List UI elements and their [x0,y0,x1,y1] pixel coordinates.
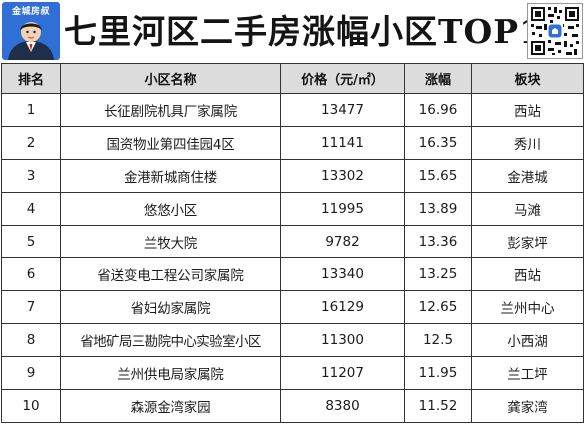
brand-logo: 金城房叔 [2,2,60,60]
table-row: 9 兰州供电局家属院 11207 11.95 兰工坪 [1,356,584,391]
rank-cell: 1 [1,93,61,127]
community-name-cell: 长征剧院机具厂家属院 [60,93,281,127]
rank-cell: 2 [1,125,61,160]
community-name-cell: 悠悠小区 [60,191,281,226]
column-header-growth: 涨幅 [404,63,472,94]
growth-cell: 11.52 [404,389,472,423]
rank-cell: 4 [1,191,61,226]
table-row: 1 长征剧院机具厂家属院 13477 16.96 西站 [1,93,584,127]
growth-cell: 15.65 [404,158,472,193]
area-cell: 西站 [471,93,584,127]
community-name-cell: 森源金湾家园 [60,389,281,423]
community-name-cell: 金港新城商住楼 [60,158,281,193]
growth-cell: 12.5 [404,323,472,358]
area-cell: 金港城 [471,158,584,193]
column-header-rank: 排名 [1,63,61,94]
rank-cell: 8 [1,323,61,358]
table-row: 7 省妇幼家属院 16129 12.65 兰州中心 [1,290,584,325]
growth-cell: 13.89 [404,191,472,226]
table-row: 6 省送变电工程公司家属院 13340 13.25 西站 [1,257,584,292]
table-row: 3 金港新城商住楼 13302 15.65 金港城 [1,158,584,193]
avatar-icon [8,22,54,60]
area-cell: 彭家坪 [471,224,584,259]
rank-cell: 3 [1,158,61,193]
growth-cell: 16.35 [404,125,472,160]
price-cell: 11141 [280,125,405,160]
area-cell: 兰州中心 [471,290,584,325]
price-cell: 11207 [280,356,405,391]
community-name-cell: 省地矿局三勘院中心实验室小区 [60,323,281,358]
price-cell: 13302 [280,158,405,193]
community-name-cell: 兰牧大院 [60,224,281,259]
rank-cell: 10 [1,389,61,423]
growth-cell: 13.36 [404,224,472,259]
column-header-area: 板块 [471,63,584,94]
rank-cell: 5 [1,224,61,259]
community-name-cell: 省妇幼家属院 [60,290,281,325]
price-cell: 11300 [280,323,405,358]
community-name-cell: 国资物业第四佳园4区 [60,125,281,160]
header: 金城房叔 七里河区二手房涨幅小区TOP10 [0,0,584,63]
page-title: 七里河区二手房涨幅小区TOP10 [64,12,568,51]
qr-code-icon [527,3,583,59]
community-name-cell: 省送变电工程公司家属院 [60,257,281,292]
price-cell: 13340 [280,257,405,292]
table-row: 2 国资物业第四佳园4区 11141 16.35 秀川 [1,125,584,160]
price-cell: 11995 [280,191,405,226]
area-cell: 秀川 [471,125,584,160]
area-cell: 龚家湾 [471,389,584,423]
area-cell: 西站 [471,257,584,292]
growth-cell: 11.95 [404,356,472,391]
table-row: 8 省地矿局三勘院中心实验室小区 11300 12.5 小西湖 [1,323,584,358]
price-cell: 13477 [280,93,405,127]
price-cell: 9782 [280,224,405,259]
rank-cell: 6 [1,257,61,292]
price-cell: 8380 [280,389,405,423]
table-row: 4 悠悠小区 11995 13.89 马滩 [1,191,584,226]
brand-logo-text: 金城房叔 [11,7,50,17]
area-cell: 小西湖 [471,323,584,358]
growth-cell: 12.65 [404,290,472,325]
ranking-table: 排名 小区名称 价格（元/㎡） 涨幅 板块 1 长征剧院机具厂家属院 13477… [1,63,584,423]
table-row: 5 兰牧大院 9782 13.36 彭家坪 [1,224,584,259]
area-cell: 兰工坪 [471,356,584,391]
area-cell: 马滩 [471,191,584,226]
column-header-price: 价格（元/㎡） [280,63,405,94]
table-row: 10 森源金湾家园 8380 11.52 龚家湾 [1,389,584,423]
growth-cell: 13.25 [404,257,472,292]
rank-cell: 7 [1,290,61,325]
rank-cell: 9 [1,356,61,391]
table-header-row: 排名 小区名称 价格（元/㎡） 涨幅 板块 [1,63,584,94]
column-header-name: 小区名称 [60,63,281,94]
growth-cell: 16.96 [404,93,472,127]
price-cell: 16129 [280,290,405,325]
community-name-cell: 兰州供电局家属院 [60,356,281,391]
